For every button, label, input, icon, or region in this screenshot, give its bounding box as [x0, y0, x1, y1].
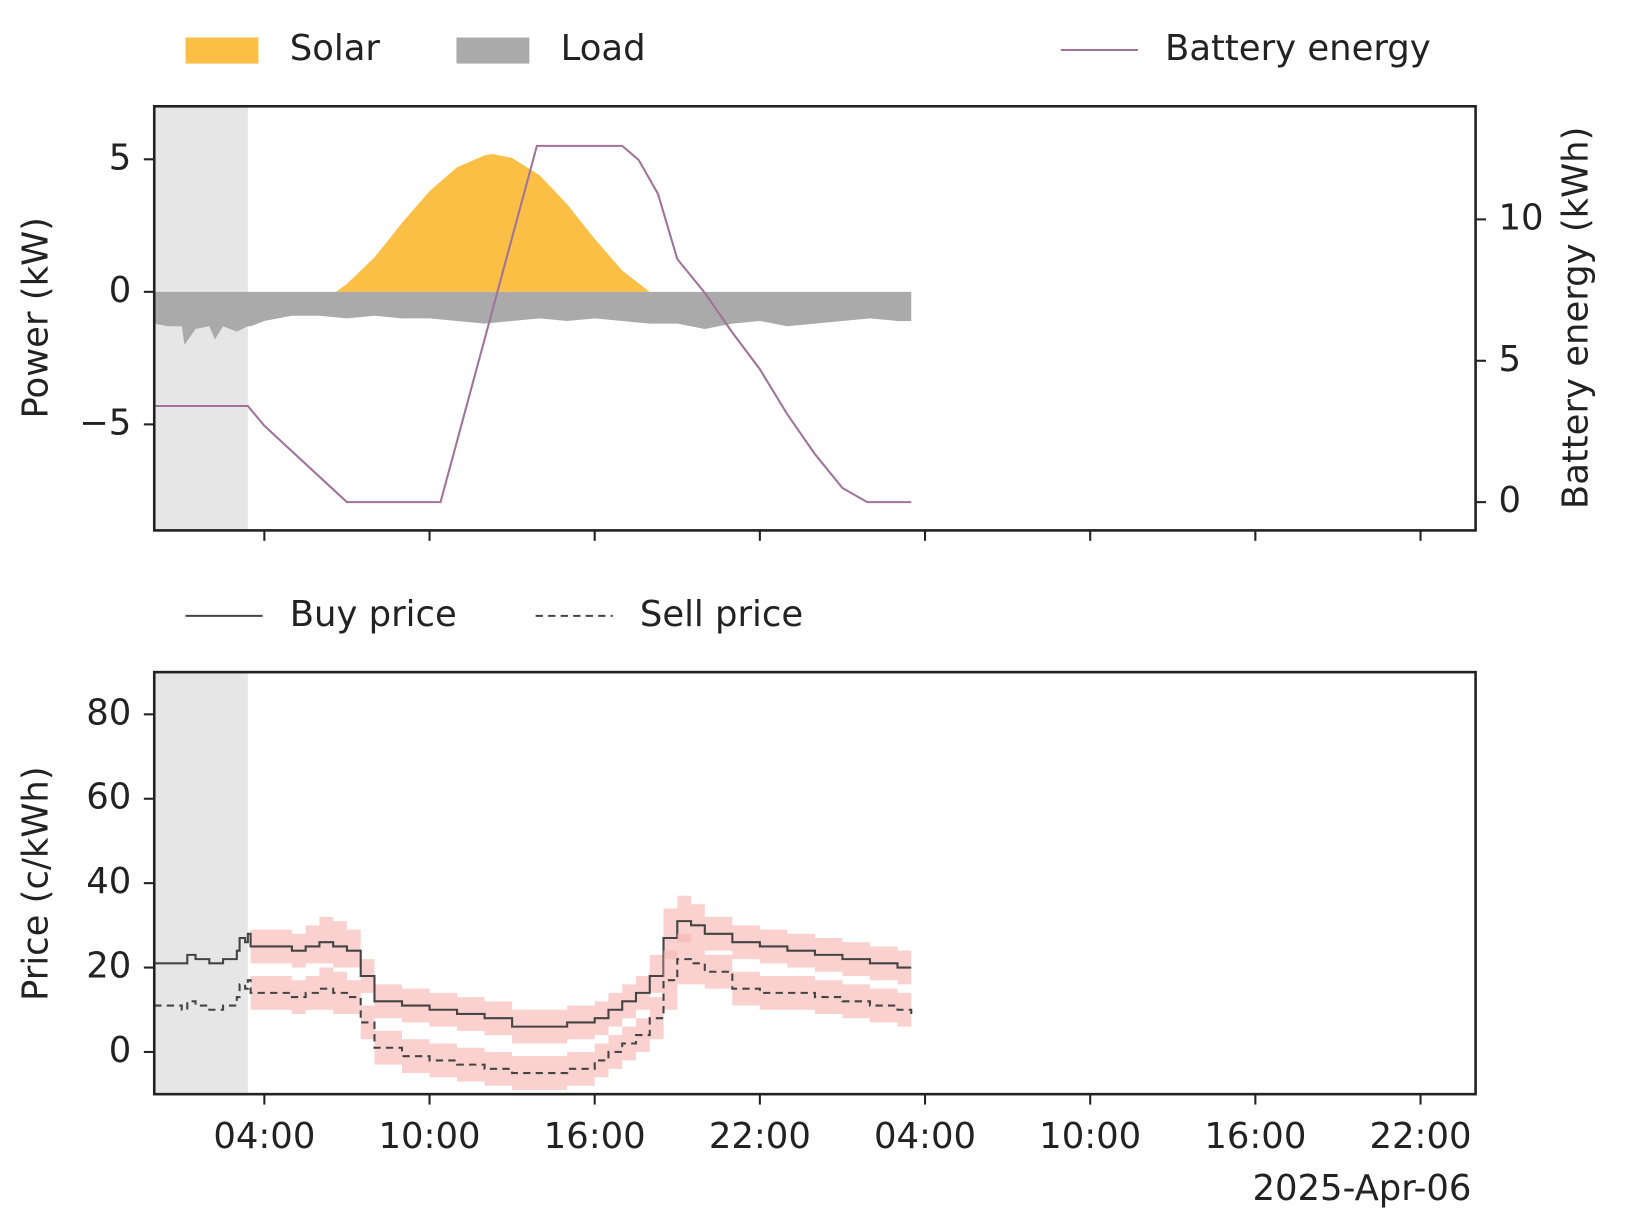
y-tick-label: 5 [109, 137, 132, 178]
x-tick-label: 04:00 [874, 1116, 976, 1157]
x-tick-label: 10:00 [1039, 1116, 1141, 1157]
y-tick-label: 20 [86, 946, 131, 987]
legend-label: Load [561, 28, 646, 69]
step-line [154, 958, 913, 1075]
legend-swatch [456, 37, 530, 64]
x-tick-label: 22:00 [1370, 1116, 1472, 1157]
x-tick-label: 22:00 [709, 1116, 811, 1157]
area [154, 291, 912, 345]
line [154, 144, 912, 504]
plot-frame [152, 104, 1477, 532]
y-tick-label: 40 [86, 861, 131, 902]
plot-frame [152, 670, 1477, 1096]
y-tick-label: 0 [109, 1030, 132, 1071]
area [335, 154, 650, 292]
legend-label: Sell price [640, 594, 803, 635]
legend-swatch [185, 37, 259, 64]
date-label: 2025-Apr-06 [1252, 1168, 1471, 1209]
legend-label: Buy price [290, 594, 457, 635]
y2-tick-label: 0 [1499, 480, 1522, 521]
step-line [154, 920, 912, 1028]
price-band [250, 895, 912, 1044]
y-axis-label: Price (c/kWh) [16, 766, 57, 1001]
y-tick-label: 60 [86, 777, 131, 818]
price-band [250, 933, 912, 1090]
x-tick-label: 04:00 [213, 1116, 315, 1157]
y-tick-label: −5 [79, 402, 131, 443]
legend-label: Battery energy [1165, 28, 1431, 69]
history-span [154, 672, 248, 1095]
y-tick-label: 80 [86, 692, 131, 733]
y2-tick-label: 5 [1499, 339, 1522, 380]
y-tick-label: 0 [109, 270, 132, 311]
y2-axis-label: Battery energy (kWh) [1556, 127, 1597, 510]
y-axis-label: Power (kW) [16, 217, 57, 418]
legend-label: Solar [290, 28, 381, 69]
x-tick-label: 16:00 [544, 1116, 646, 1157]
x-tick-label: 10:00 [379, 1116, 481, 1157]
x-tick-label: 16:00 [1204, 1116, 1306, 1157]
y2-tick-label: 10 [1499, 197, 1544, 238]
